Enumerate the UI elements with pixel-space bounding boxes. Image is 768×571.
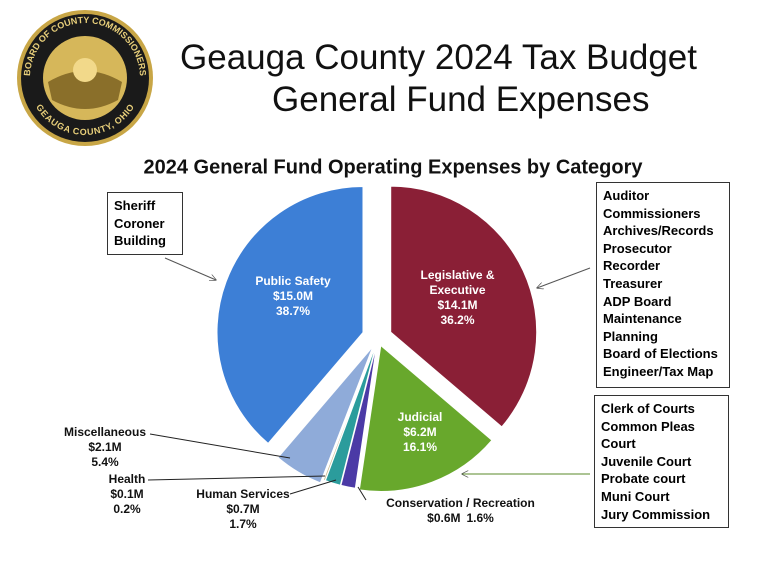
amount-label: $0.1M [110,487,144,501]
slice-label: Public Safety $15.0M 38.7% [238,274,348,319]
slice-label: Health $0.1M 0.2% [92,472,162,517]
logo: BOARD OF COUNTY COMMISSIONERS GEAUGA COU… [17,10,153,146]
slice [216,185,364,445]
slice-label: Legislative & Executive $14.1M 36.2% [405,268,510,328]
amount-label: $15.0M [272,289,314,303]
pie [216,185,538,492]
callout-item: Muni Court [601,488,670,504]
leaders [147,257,591,501]
callout-item: Maintenance [603,311,682,327]
arrow [164,257,216,280]
amount-label: $0.6M [427,511,461,525]
leader-line [147,475,326,481]
leader-line [289,479,337,495]
leader-line [149,433,291,459]
category-label: Conservation / Recreation [386,496,535,510]
callout-item: Jury Commission [601,506,711,522]
amount-label: $6.2M [403,425,437,439]
callout-item: Prosecutor [603,240,672,256]
slice [390,185,538,428]
amount-label: $2.1M [88,440,122,454]
callout-item: Juvenile Court [601,453,692,469]
slice [322,343,377,482]
category-label: Human Services [196,487,290,501]
callout-item: Coroner [114,215,165,231]
percent-label: 5.4% [91,455,119,469]
amount-label: $0.7M [226,502,260,516]
slice [340,343,378,489]
slice-label: Miscellaneous $2.1M 5.4% [55,425,155,470]
callout-box: Auditor Commissioners Archives/Records Pros… [596,182,730,388]
category-label: Judicial [397,410,443,424]
percent-label: 1.6% [466,511,494,525]
callout-item: Recorder [603,258,661,274]
callout-item: ADP Board [603,293,672,309]
percent-label: 1.7% [229,517,257,531]
slice-label: Judicial $6.2M 16.1% [380,410,460,455]
percent-label: 38.7% [275,304,311,318]
callout-box: Clerk of Courts Common Pleas Court Juvenil… [594,395,729,528]
value-row: $0.6M 1.6% [378,511,543,526]
category-label: Miscellaneous [63,425,147,439]
callout-item: Probate court [601,471,686,487]
slice-label: Human Services $0.7M 1.7% [188,487,298,532]
amount-label: $14.1M [437,298,478,312]
callout-item: Archives/Records [603,223,714,239]
callout-item: Planning [603,328,658,344]
callout-item: Auditor [603,188,650,203]
slice [277,346,374,484]
category-label: Public Safety [255,274,331,288]
chart-title: 2024 General Fund Operating Expenses by … [143,156,643,178]
callout-item: Treasurer [603,275,663,291]
arrow [537,267,591,288]
percent-label: 16.1% [402,440,438,454]
percent-label: 36.2% [440,313,475,327]
callout-box: Sheriff Coroner Building [107,192,183,255]
leader-line [357,486,367,501]
callout-item: Sheriff [114,198,156,213]
callout-item: Commissioners [603,205,701,221]
slice [358,344,493,492]
callout-item: Clerk of Courts [601,401,695,416]
callout-item: Engineer/Tax Map [603,363,714,379]
category-label: Legislative & Executive [420,268,495,297]
slice-label: Conservation / Recreation $0.6M 1.6% [378,496,543,526]
slide-title: Geauga County 2024 Tax Budget [180,38,697,77]
callout-item: Building [114,233,166,249]
callout-item: Board of Elections [603,346,718,362]
slide-title: General Fund Expenses [272,80,650,119]
callout-item: Common Pleas Court [601,418,695,452]
percent-label: 0.2% [113,502,141,516]
category-label: Health [108,472,146,486]
